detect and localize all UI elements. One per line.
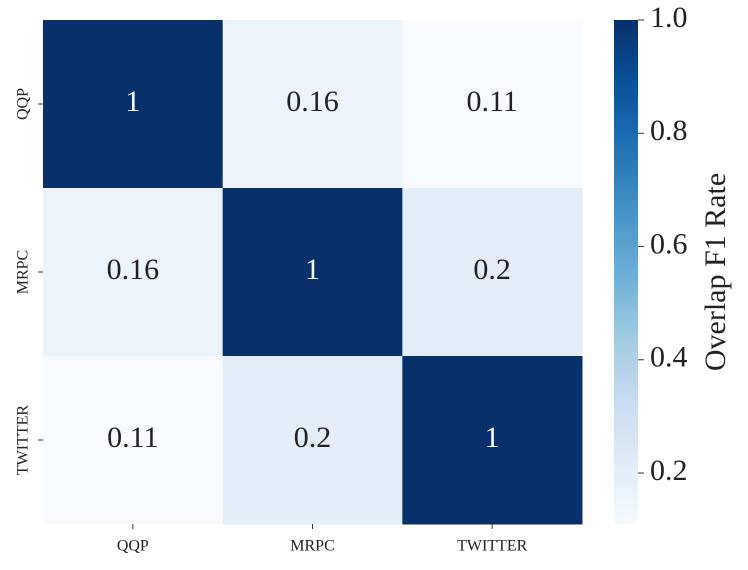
y-tick-label: MRPC (15, 250, 32, 294)
x-tick-label: QQP (117, 538, 149, 555)
heatmap-cell (43, 188, 224, 357)
cell-label: 0.11 (107, 421, 158, 454)
colorbar (614, 20, 638, 524)
colorbar-tick-label: 1.0 (650, 1, 688, 34)
x-tick-label: MRPC (290, 538, 334, 555)
cell-label: 0.16 (286, 85, 339, 118)
colorbar-tick-label: 0.6 (650, 227, 688, 260)
cell-label: 1 (305, 253, 320, 286)
colorbar-tick-label: 0.2 (650, 454, 688, 487)
cell-label: 0.2 (294, 421, 332, 454)
x-tick-label: TWITTER (457, 538, 528, 555)
heatmap-cell (402, 356, 583, 525)
y-tick-label: QQP (15, 88, 32, 120)
cell-label: 0.11 (466, 85, 517, 118)
cell-label: 1 (485, 421, 500, 454)
colorbar-tick-label: 0.8 (650, 114, 688, 147)
y-tick-label: TWITTER (15, 405, 32, 476)
heatmap-cell (222, 188, 403, 357)
heatmap-cell (222, 356, 403, 525)
colorbar-tick-label: 0.4 (650, 341, 688, 374)
heatmap-cell (43, 20, 224, 189)
heatmap-cell (43, 356, 224, 525)
heatmap-cell (222, 20, 403, 189)
cell-label: 0.16 (107, 253, 160, 286)
cell-label: 0.2 (473, 253, 511, 286)
cell-label: 1 (125, 85, 140, 118)
heatmap-cell (402, 20, 583, 189)
colorbar-label: Overlap F1 Rate (699, 173, 732, 371)
heatmap-cell (402, 188, 583, 357)
